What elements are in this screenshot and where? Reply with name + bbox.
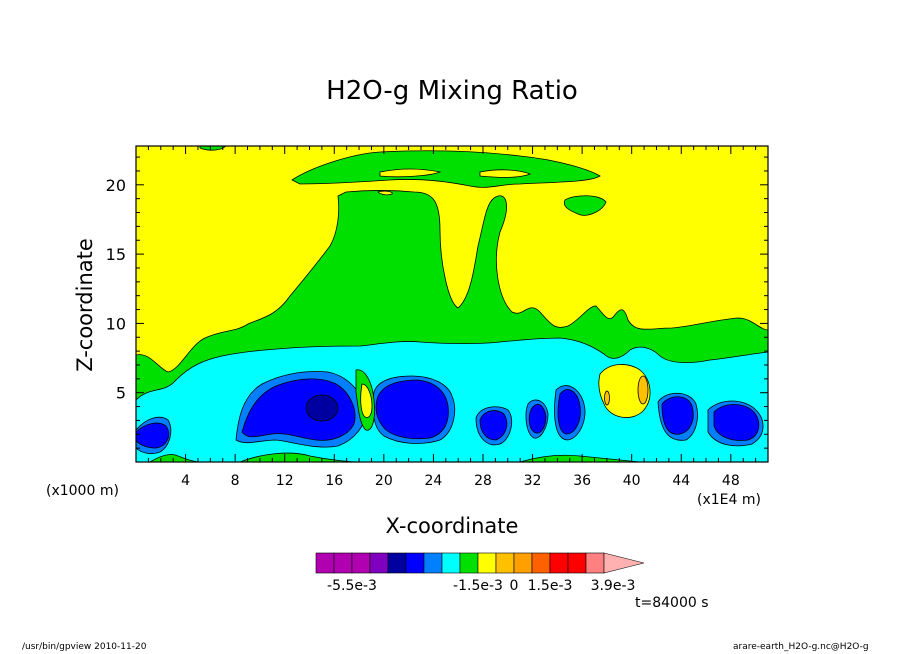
- x-axis-label: X-coordinate: [385, 514, 519, 538]
- x-tick-label: 32: [524, 473, 542, 489]
- plot-frame: [135, 145, 769, 463]
- x-tick-label: 40: [623, 473, 641, 489]
- y-tick-label: 15: [106, 245, 126, 264]
- colorbar-swatch: [531, 552, 551, 574]
- colorbar-swatch: [567, 552, 587, 574]
- colorbar-swatch: [369, 552, 389, 574]
- colorbar-swatch: [513, 552, 533, 574]
- colorbar-swatch: [459, 552, 479, 574]
- colorbar-label: -1.5e-3: [453, 578, 503, 594]
- colorbar-swatch: [405, 552, 425, 574]
- colorbar-swatch: [477, 552, 497, 574]
- x-tick-label: 16: [325, 473, 343, 489]
- y-tick-label: 5: [116, 384, 126, 403]
- x-axis-unit-left: (x1000 m): [46, 483, 119, 499]
- x-ticks: 4 8 12 16 20 24 28 32 36 40 44 48: [147, 146, 757, 489]
- region-blue: [136, 378, 760, 449]
- colorbar: -5.5e-3 -1.5e-3 0 1.5e-3 3.9e-3: [315, 552, 645, 594]
- footer-right: arare-earth_H2O-g.nc@H2O-g: [733, 642, 869, 652]
- x-tick-label: 48: [722, 473, 740, 489]
- footer-left: /usr/bin/gpview 2010-11-20: [22, 642, 147, 652]
- y-ticks: 5 10 15 20: [106, 156, 768, 449]
- x-tick-label: 8: [231, 473, 240, 489]
- time-label: t=84000 s: [635, 595, 709, 611]
- region-yellow-wisp: [360, 383, 373, 418]
- y-tick-label: 20: [106, 176, 126, 195]
- x-tick-label: 28: [474, 473, 492, 489]
- x-tick-label: 24: [424, 473, 442, 489]
- region-yellow-wisp-top: [377, 168, 532, 196]
- colorbar-swatch: [441, 552, 461, 574]
- y-tick-label: 10: [106, 314, 126, 333]
- colorbar-label: 0: [510, 578, 519, 594]
- x-tick-label: 44: [672, 473, 690, 489]
- region-yellow-pocket: [598, 364, 651, 418]
- x-tick-label: 4: [181, 473, 190, 489]
- region-green-blob: [563, 195, 607, 216]
- colorbar-swatch: [315, 552, 335, 574]
- x-tick-label: 20: [375, 473, 393, 489]
- colorbar-swatch: [495, 552, 515, 574]
- chart-title: H2O-g Mixing Ratio: [326, 76, 578, 106]
- colorbar-swatch: [351, 552, 371, 574]
- colorbar-swatch: [333, 552, 353, 574]
- colorbar-label: -5.5e-3: [327, 578, 377, 594]
- colorbar-label: 1.5e-3: [528, 578, 573, 594]
- x-tick-label: 12: [276, 473, 294, 489]
- x-axis-unit-right: (x1E4 m): [697, 492, 761, 508]
- colorbar-swatch: [423, 552, 443, 574]
- region-orange: [637, 375, 649, 405]
- colorbar-arrow: [603, 552, 645, 574]
- colorbar-swatch: [387, 552, 407, 574]
- region-green-top: [291, 150, 601, 188]
- region-orange-small: [604, 390, 610, 406]
- colorbar-label: 3.9e-3: [591, 578, 636, 594]
- region-dark-blue: [305, 394, 339, 422]
- colorbar-swatch: [549, 552, 569, 574]
- colorbar-swatch: [585, 552, 605, 574]
- x-tick-label: 36: [573, 473, 591, 489]
